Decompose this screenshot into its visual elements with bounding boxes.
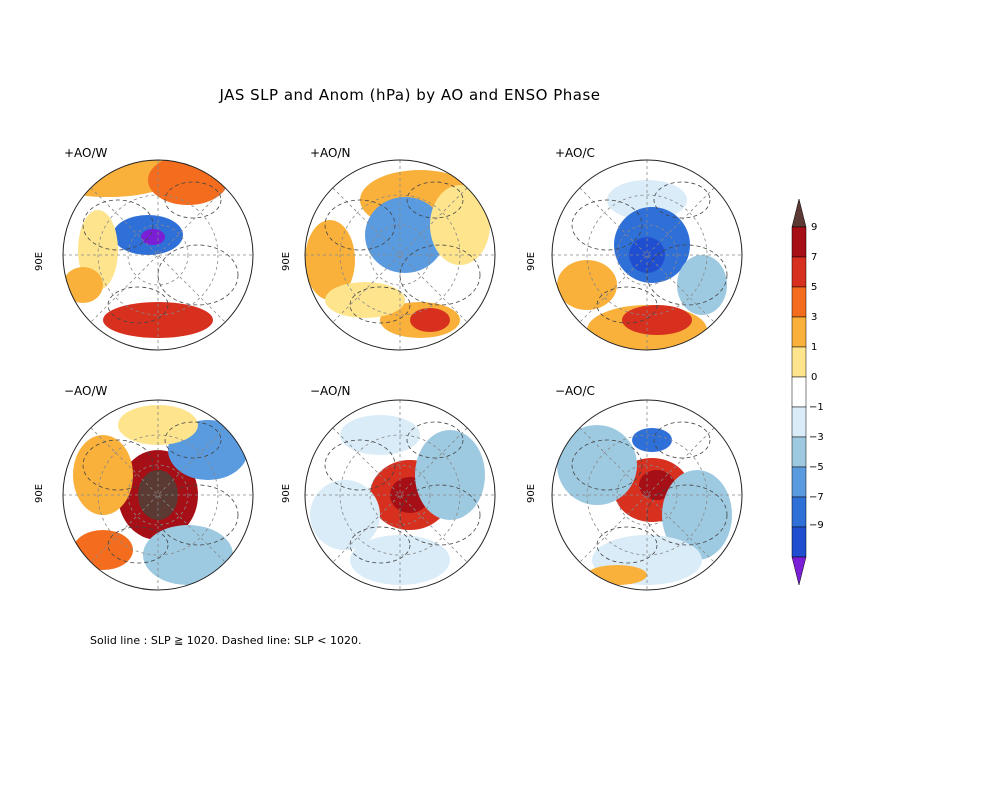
polar-map-4 <box>62 399 254 591</box>
panel-label-4: −AO/W <box>64 384 108 398</box>
colorbar-label-1: 9 <box>811 222 818 233</box>
colorbar-label-8: −3 <box>809 432 824 443</box>
lon-label-6: 90E <box>526 483 538 504</box>
colorbar-label-7: −1 <box>809 402 824 413</box>
lon-label-5: 90E <box>281 483 293 504</box>
panel-label-2: +AO/N <box>310 146 351 160</box>
lon-label-1: 90E <box>34 251 46 272</box>
panel-label-5: −AO/N <box>310 384 351 398</box>
polar-map-2 <box>304 159 496 351</box>
lon-label-3: 90E <box>526 251 538 272</box>
panel-label-1: +AO/W <box>64 146 108 160</box>
colorbar-label-5: 1 <box>811 342 818 353</box>
polar-map-6 <box>551 399 743 591</box>
polar-map-3 <box>551 159 743 351</box>
panel-label-6: −AO/C <box>555 384 595 398</box>
chart-title: JAS SLP and Anom (hPa) by AO and ENSO Ph… <box>219 86 601 104</box>
colorbar-label-9: −5 <box>809 462 824 473</box>
polar-map-1 <box>62 159 254 351</box>
footnote: Solid line : SLP ≧ 1020. Dashed line: SL… <box>90 634 362 647</box>
colorbar-label-4: 3 <box>811 312 818 323</box>
panel-label-3: +AO/C <box>555 146 595 160</box>
colorbar-label-6: 0 <box>811 372 818 383</box>
colorbar-label-10: −7 <box>809 492 824 503</box>
polar-map-5 <box>304 399 496 591</box>
colorbar-label-2: 7 <box>811 252 818 263</box>
lon-label-4: 90E <box>34 483 46 504</box>
colorbar-label-11: −9 <box>809 520 824 531</box>
lon-label-2: 90E <box>281 251 293 272</box>
colorbar-label-3: 5 <box>811 282 818 293</box>
